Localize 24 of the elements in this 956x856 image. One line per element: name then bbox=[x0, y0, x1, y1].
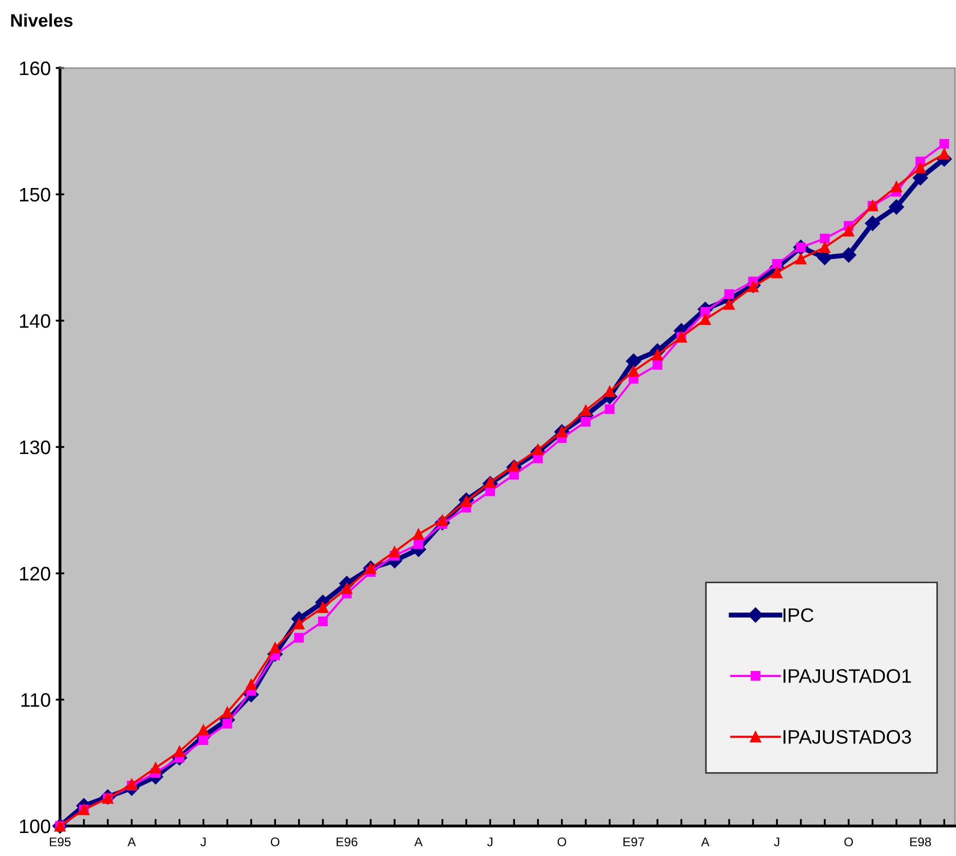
x-tick-label: A bbox=[701, 838, 710, 846]
y-tick-label: 120 bbox=[20, 566, 50, 581]
x-tick-label: A bbox=[414, 838, 423, 846]
legend-label: IPAJUSTADO1 bbox=[784, 669, 911, 683]
x-tick-label: O bbox=[270, 837, 280, 846]
y-tick-label: 140 bbox=[20, 314, 50, 328]
x-tick-label: J bbox=[200, 838, 206, 846]
y-tick-label: 130 bbox=[20, 440, 50, 454]
x-tick-label: E96 bbox=[336, 837, 358, 846]
legend-label: IPAJUSTADO3 bbox=[784, 730, 911, 744]
y-tick-label: 110 bbox=[21, 693, 50, 707]
x-tick-label: E97 bbox=[623, 837, 644, 846]
x-tick-label: O bbox=[844, 837, 853, 846]
x-tick-label: O bbox=[558, 837, 566, 846]
y-tick-label: 150 bbox=[20, 188, 50, 202]
x-tick-label: A bbox=[128, 838, 136, 846]
x-tick-label: E95 bbox=[50, 837, 71, 846]
x-tick-label: J bbox=[774, 838, 780, 846]
chart-title: Niveles bbox=[11, 14, 72, 27]
x-tick-label: J bbox=[487, 838, 492, 846]
legend-label: IPC bbox=[784, 608, 814, 622]
x-tick-label: E98 bbox=[910, 837, 931, 846]
y-tick-label: 160 bbox=[20, 61, 50, 76]
y-tick-label: 100 bbox=[20, 819, 50, 834]
